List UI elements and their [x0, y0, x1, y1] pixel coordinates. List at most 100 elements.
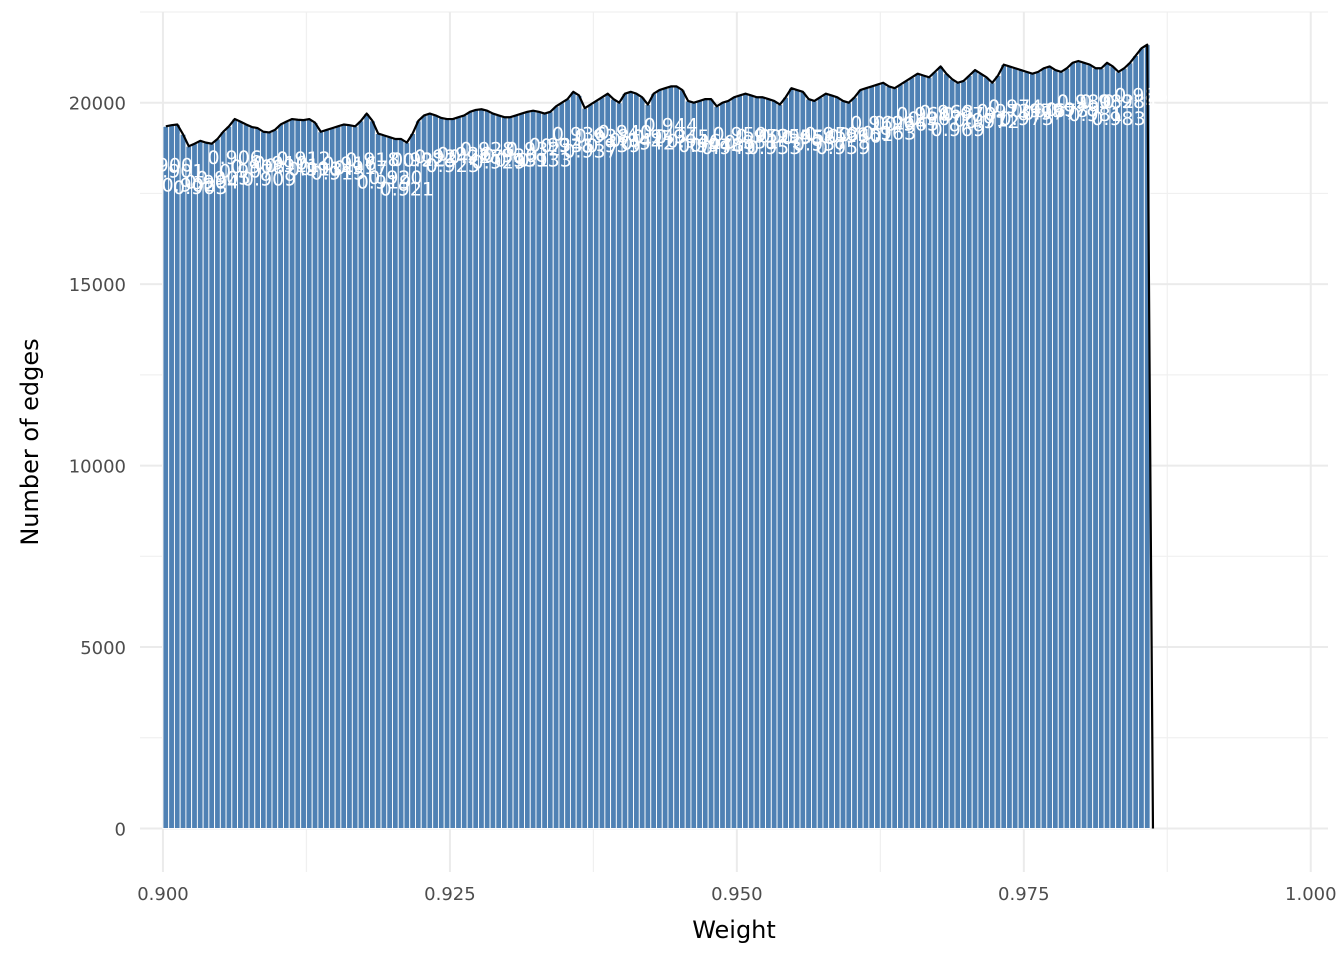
- histogram-bar: [340, 124, 348, 829]
- histogram-bar: [856, 89, 864, 829]
- histogram-bar: [983, 76, 990, 829]
- bar-label: 0.947: [678, 135, 732, 157]
- bar-label: 0.900: [139, 154, 193, 176]
- histogram-bar: [260, 131, 267, 829]
- histogram-bar: [288, 118, 296, 829]
- histogram-bar: [277, 124, 284, 829]
- bar-label: 0.981: [1068, 104, 1122, 126]
- histogram-bar: [403, 142, 411, 829]
- histogram-bar: [179, 133, 187, 829]
- histogram-bar: [219, 131, 227, 829]
- histogram-bar: [960, 80, 967, 829]
- histogram-bar: [489, 113, 497, 829]
- histogram-bar: [1080, 62, 1088, 829]
- histogram-bar: [598, 96, 606, 829]
- histogram-bar: [294, 119, 302, 829]
- bar-label: 0.908: [230, 156, 284, 178]
- histogram-bar: [776, 104, 784, 829]
- histogram-bar: [1011, 67, 1019, 829]
- histogram-bar: [1063, 67, 1071, 829]
- histogram-bar: [1109, 65, 1117, 829]
- histogram-bar: [231, 118, 239, 829]
- bar-label: 0.972: [965, 111, 1019, 133]
- bar-label: 0.980: [1057, 91, 1111, 113]
- histogram-bar: [569, 91, 577, 829]
- bar-label: 0.967: [908, 108, 962, 130]
- histogram-bar: [805, 98, 812, 829]
- histogram-bar: [679, 89, 686, 829]
- histogram-bar: [369, 120, 376, 829]
- bar-label: 0.969: [931, 119, 985, 141]
- histogram-bar: [242, 124, 250, 829]
- histogram-bar: [977, 73, 985, 829]
- histogram-bar: [851, 96, 858, 829]
- histogram-bar: [650, 93, 657, 829]
- bar-label: 0.929: [471, 151, 525, 173]
- histogram-bar: [914, 73, 921, 829]
- histogram-bar: [466, 111, 474, 829]
- histogram-bar: [283, 121, 290, 829]
- histogram-bar: [162, 125, 170, 829]
- histogram-bar: [1052, 69, 1059, 829]
- histogram-bar: [1092, 67, 1099, 829]
- histogram-bar: [638, 96, 646, 829]
- histogram-bar: [1046, 65, 1053, 829]
- bar-label: 0.914: [299, 158, 353, 180]
- histogram-bar: [168, 124, 175, 829]
- bar-label: 0.977: [1022, 102, 1076, 124]
- x-tick-label: 1.000: [1285, 884, 1337, 905]
- x-tick-label: 0.950: [711, 884, 763, 905]
- histogram-bar: [478, 108, 485, 829]
- histogram-bar: [747, 95, 755, 829]
- bar-label: 0.982: [1080, 91, 1134, 113]
- histogram-bar: [437, 117, 445, 829]
- bar-label: 0.913: [288, 159, 342, 181]
- histogram-bar: [633, 93, 640, 829]
- histogram-bar: [879, 82, 887, 829]
- bar-label: 0.904: [185, 172, 239, 194]
- histogram-bar: [1017, 69, 1025, 829]
- y-axis-tick-labels: 0 5000 10000 15000 20000: [69, 94, 126, 841]
- bar-label: 0.965: [885, 113, 939, 135]
- y-tick-label: 0: [115, 819, 126, 840]
- bar-label: 0.931: [494, 150, 548, 172]
- bar-label: 0.915: [311, 162, 365, 184]
- histogram-bar: [374, 133, 382, 829]
- histogram-bar: [541, 113, 548, 829]
- histogram-bar: [392, 138, 399, 829]
- histogram-bar: [208, 143, 216, 829]
- bar-label: 0.959: [816, 137, 870, 159]
- histogram-bar: [621, 93, 629, 829]
- histogram-bar: [604, 93, 612, 829]
- bar-label: 0.940: [598, 122, 652, 144]
- histogram-bar: [684, 100, 692, 829]
- histogram-bar: [994, 75, 1002, 829]
- bar-label: 0.939: [586, 135, 640, 157]
- histogram-bar: [713, 105, 721, 829]
- bar-label: 0.906: [207, 147, 261, 169]
- histogram-bar: [1057, 71, 1065, 829]
- bar-value-labels: 0.9000.9010.9020.9030.9040.9050.9060.907…: [139, 84, 1169, 200]
- histogram-bar: [415, 120, 422, 829]
- histogram-bar: [363, 113, 371, 829]
- bar-label: 0.901: [150, 160, 204, 182]
- histogram-bar: [547, 111, 554, 829]
- histogram-bar: [483, 110, 491, 829]
- histogram-bar: [449, 118, 457, 829]
- histogram-bar: [265, 132, 273, 829]
- y-tick-label: 15000: [69, 275, 126, 296]
- bar-label: 0.925: [426, 155, 480, 177]
- bar-label: 0.953: [747, 137, 801, 159]
- bar-label: 0.975: [999, 108, 1053, 130]
- histogram-bar: [1115, 71, 1122, 829]
- histogram-bar: [472, 109, 480, 829]
- histogram-bar: [833, 96, 841, 829]
- histogram-bar: [696, 100, 703, 829]
- histogram-bar: [782, 96, 789, 829]
- histogram-bar: [971, 69, 979, 829]
- histogram-bar: [1029, 73, 1036, 829]
- bar-label: 0.973: [977, 101, 1031, 123]
- histogram-bar: [788, 87, 795, 829]
- histogram-bar: [948, 78, 956, 829]
- histogram-bar: [380, 134, 388, 829]
